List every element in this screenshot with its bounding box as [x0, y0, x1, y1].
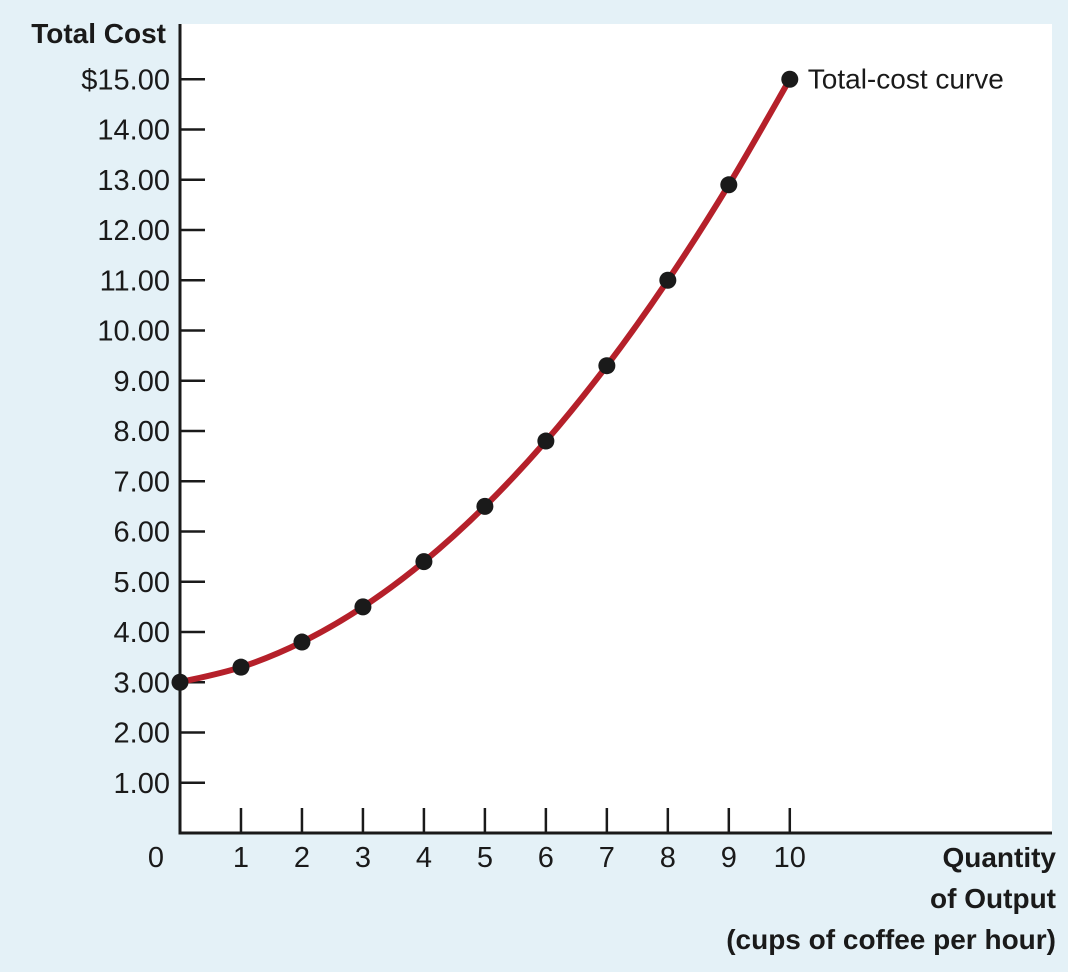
- y-tick-label: 3.00: [114, 667, 170, 699]
- y-tick-label: 13.00: [97, 165, 170, 197]
- x-tick-label: 5: [477, 842, 493, 874]
- y-tick-label: 5.00: [114, 567, 170, 599]
- x-axis-title-line: of Output: [930, 883, 1056, 914]
- y-tick-label: 12.00: [97, 215, 170, 247]
- y-tick-label: 1.00: [114, 768, 170, 800]
- data-point: [659, 271, 677, 289]
- data-point: [781, 70, 799, 88]
- data-point: [293, 633, 311, 651]
- data-point: [232, 658, 250, 676]
- data-point: [476, 497, 494, 515]
- y-tick-label: 9.00: [114, 366, 170, 398]
- data-point: [598, 357, 616, 375]
- y-tick-label: 4.00: [114, 617, 170, 649]
- curve-annotation: Total-cost curve: [808, 63, 1004, 94]
- x-tick-label: 10: [774, 842, 806, 874]
- x-axis-title-line: (cups of coffee per hour): [726, 924, 1056, 955]
- x-tick-label: 8: [660, 842, 676, 874]
- data-point: [537, 432, 555, 450]
- x-tick-label: 1: [233, 842, 249, 874]
- y-tick-label: 6.00: [114, 517, 170, 549]
- data-point: [415, 553, 433, 571]
- x-tick-label: 3: [355, 842, 371, 874]
- x-tick-label: 4: [416, 842, 432, 874]
- y-tick-label: 8.00: [114, 416, 170, 448]
- y-tick-label: 10.00: [97, 316, 170, 348]
- x-axis-title: Quantity of Output (cups of coffee per hou…: [726, 842, 1056, 955]
- data-point: [720, 176, 738, 194]
- x-tick-label: 7: [599, 842, 615, 874]
- y-tick-label: 7.00: [114, 466, 170, 498]
- x-axis-title-line: Quantity: [942, 842, 1056, 873]
- data-point: [354, 598, 372, 616]
- plot-area: [180, 24, 1052, 833]
- x-tick-label: 6: [538, 842, 554, 874]
- x-tick-label: 0: [148, 842, 164, 874]
- y-tick-label: $15.00: [81, 64, 170, 96]
- y-tick-label: 14.00: [97, 115, 170, 147]
- x-tick-label: 2: [294, 842, 310, 874]
- y-tick-label: 11.00: [100, 265, 170, 297]
- y-axis-title: Total Cost: [31, 18, 166, 49]
- x-tick-label: 9: [721, 842, 737, 874]
- data-point: [171, 673, 189, 691]
- y-tick-label: 2.00: [114, 718, 170, 750]
